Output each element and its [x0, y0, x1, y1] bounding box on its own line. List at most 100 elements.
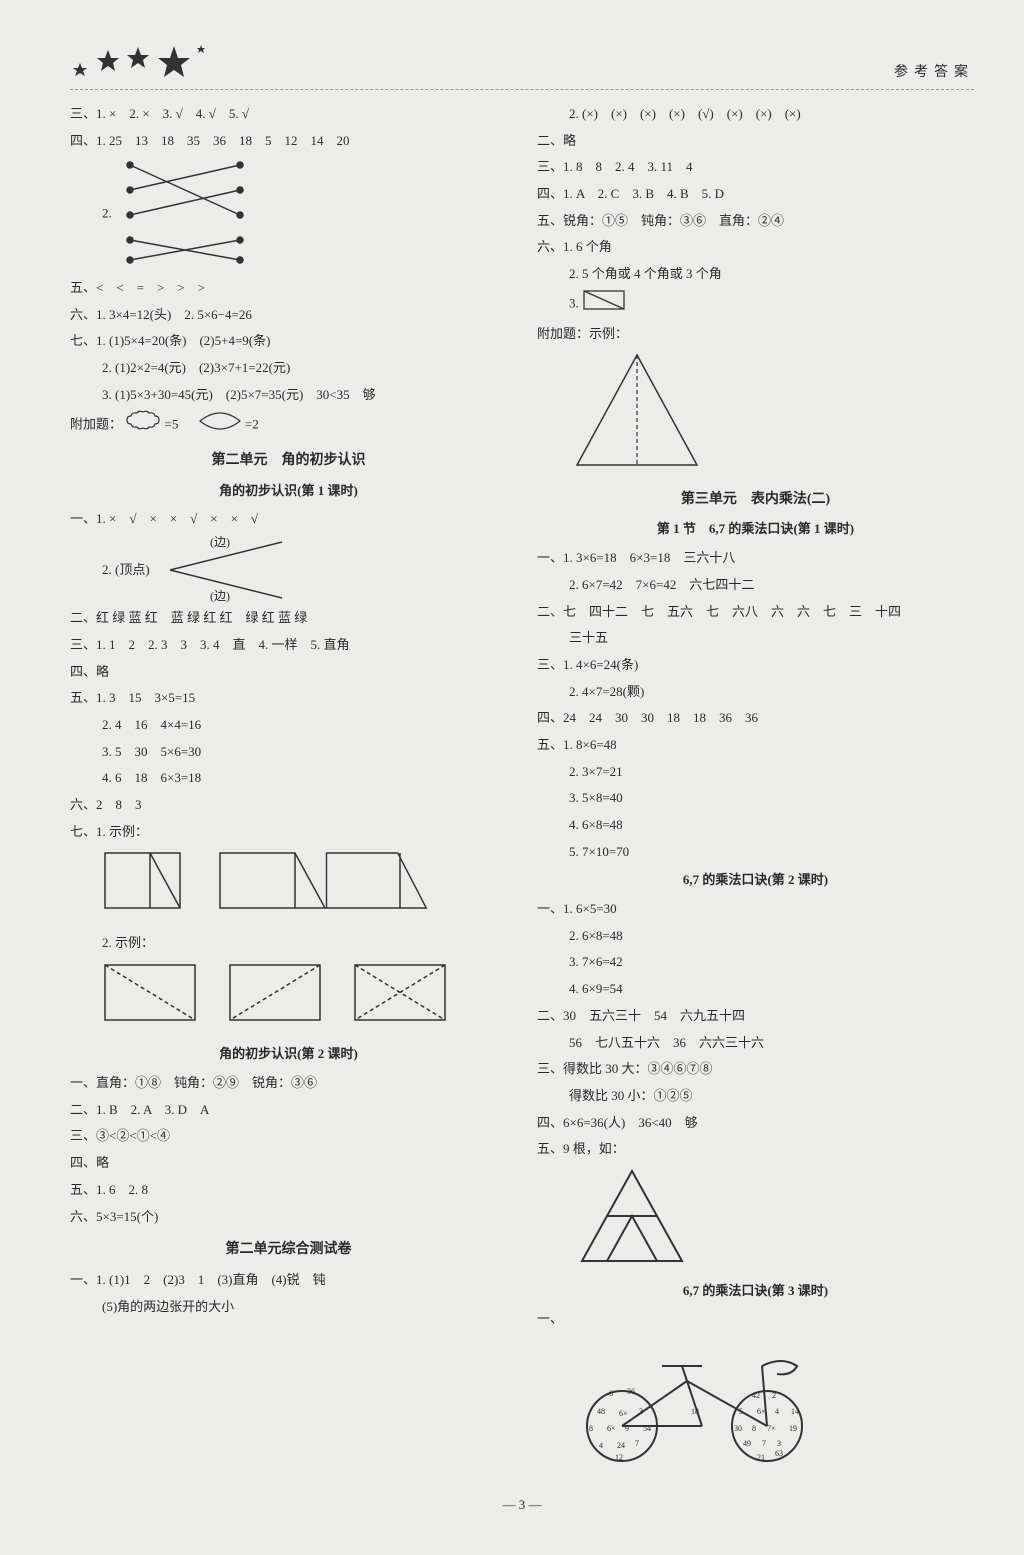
text-line: 三、1. × 2. × 3. √ 4. √ 5. √ [70, 102, 507, 127]
text-line: (5)角的两边张开的大小 [70, 1295, 507, 1320]
bicycle-diagram: 636 486×3 86×954 4247 12 18 422 56×414 3… [567, 1336, 974, 1475]
text-line: 一、 [537, 1307, 974, 1332]
svg-text:6×: 6× [757, 1407, 766, 1416]
svg-text:14: 14 [791, 1407, 799, 1416]
text-line: 二、1. B 2. A 3. D A [70, 1098, 507, 1123]
svg-text:7×: 7× [767, 1424, 776, 1433]
text-line: 三、得数比 30 大：③④⑥⑦⑧ [537, 1057, 974, 1082]
svg-text:54: 54 [643, 1424, 651, 1433]
lesson-heading: 角的初步认识(第 2 课时) [70, 1042, 507, 1067]
text-line: 三、1. 8 8 2. 4 3. 11 4 [537, 155, 974, 180]
text-line: 4. 6×9=54 [537, 977, 974, 1002]
svg-text:9: 9 [625, 1424, 629, 1433]
matching-diagram [115, 155, 255, 274]
text-line: 附加题： =5 =2 [70, 410, 507, 441]
text-line: 一、1. 3×6=18 6×3=18 三六十八 [537, 546, 974, 571]
svg-text:42: 42 [752, 1391, 760, 1400]
svg-text:49: 49 [743, 1439, 751, 1448]
text-line: 2. 4 16 4×4=16 [70, 713, 507, 738]
svg-text:21: 21 [757, 1453, 765, 1462]
svg-text:8: 8 [752, 1424, 756, 1433]
unit-heading: 第二单元综合测试卷 [70, 1237, 507, 1264]
text-line: 三、③<②<①<④ [70, 1124, 507, 1149]
text-line: 二、略 [537, 129, 974, 154]
text-line: 五、1. 8×6=48 [537, 733, 974, 758]
text-line: 3. [537, 289, 974, 320]
text-line: 56 七八五十六 36 六六三十六 [537, 1031, 974, 1056]
label: 3. [569, 295, 579, 310]
text-line: 六、1. 6 个角 [537, 235, 974, 260]
svg-text:36: 36 [627, 1387, 635, 1396]
svg-text:2. (顶点): 2. (顶点) [102, 562, 150, 577]
text-line: 得数比 30 小：①②⑤ [537, 1084, 974, 1109]
text-line: 2. 示例： [70, 931, 507, 956]
star-decoration [70, 40, 220, 89]
lesson-heading: 6,7 的乘法口诀(第 2 课时) [537, 868, 974, 893]
label: 2. [102, 206, 112, 221]
text-line: 2. 5 个角或 4 个角或 3 个角 [537, 262, 974, 287]
svg-text:6×: 6× [619, 1409, 628, 1418]
triangle-diagram [567, 350, 974, 479]
page-title: 参考答案 [894, 60, 974, 87]
text-line: 2. 3×7=21 [537, 760, 974, 785]
lesson-heading: 角的初步认识(第 1 课时) [70, 479, 507, 504]
text-line: 2. [70, 155, 507, 274]
svg-text:24: 24 [617, 1441, 625, 1450]
text-line: 三十五 [537, 626, 974, 651]
text-line: 四、1. A 2. C 3. B 4. B 5. D [537, 182, 974, 207]
text-line: 六、2 8 3 [70, 793, 507, 818]
text-line: 2. 6×7=42 7×6=42 六七四十二 [537, 573, 974, 598]
svg-text:6: 6 [609, 1389, 613, 1398]
svg-text:30: 30 [734, 1424, 742, 1433]
text-line: 五、9 根，如： [537, 1137, 974, 1162]
svg-text:8: 8 [589, 1424, 593, 1433]
text-line: 六、5×3=15(个) [70, 1205, 507, 1230]
text-line: 2. (×) (×) (×) (×) (√) (×) (×) (×) [537, 102, 974, 127]
page-number: — 3 — [70, 1493, 974, 1518]
label: 附加题： [70, 416, 122, 431]
svg-text:4: 4 [775, 1407, 779, 1416]
svg-text:(边): (边) [210, 535, 230, 549]
rect-diag-icon [582, 289, 626, 320]
text-line: 二、30 五六三十 54 六九五十四 [537, 1004, 974, 1029]
svg-text:63: 63 [775, 1449, 783, 1458]
right-column: 2. (×) (×) (×) (×) (√) (×) (×) (×) 二、略 三… [537, 100, 974, 1479]
svg-text:7: 7 [762, 1439, 766, 1448]
lens-icon [198, 411, 242, 440]
text-line: 附加题：示例： [537, 322, 974, 347]
unit-heading: 第三单元 表内乘法(二) [537, 487, 974, 514]
cloud-icon [125, 410, 161, 441]
svg-text:18: 18 [691, 1407, 699, 1416]
text-line: 3. 5 30 5×6=30 [70, 740, 507, 765]
svg-text:3: 3 [639, 1407, 643, 1416]
text-line: 一、1. × √ × × √ × × √ [70, 507, 507, 532]
triangle-sticks [567, 1166, 974, 1275]
text-line: 2. (1)2×2=4(元) (2)3×7+1=22(元) [70, 356, 507, 381]
text-line: 3. (1)5×3+30=45(元) (2)5×7=35(元) 30<35 够 [70, 383, 507, 408]
svg-text:3: 3 [777, 1439, 781, 1448]
text-line: 2. 6×8=48 [537, 924, 974, 949]
text-line: 五、1. 3 15 3×5=15 [70, 686, 507, 711]
text-line: 五、< < = > > > [70, 276, 507, 301]
text-line: 一、1. (1)1 2 (2)3 1 (3)直角 (4)锐 钝 [70, 1268, 507, 1293]
text-line: 四、6×6=36(人) 36<40 够 [537, 1111, 974, 1136]
svg-text:19: 19 [789, 1424, 797, 1433]
text-line: 3. 7×6=42 [537, 950, 974, 975]
unit-heading: 第二单元 角的初步认识 [70, 448, 507, 475]
text-line: 四、略 [70, 1151, 507, 1176]
lesson-heading: 6,7 的乘法口诀(第 3 课时) [537, 1279, 974, 1304]
text-line: 五、锐角：①⑤ 钝角：③⑥ 直角：②④ [537, 209, 974, 234]
svg-text:48: 48 [597, 1407, 605, 1416]
text-line: 六、1. 3×4=12(头) 2. 5×6−4=26 [70, 303, 507, 328]
left-column: 三、1. × 2. × 3. √ 4. √ 5. √ 四、1. 25 13 18… [70, 100, 507, 1479]
text-line: 一、直角：①⑧ 钝角：②⑨ 锐角：③⑥ [70, 1071, 507, 1096]
svg-text:12: 12 [615, 1453, 623, 1462]
shapes-row-2 [100, 960, 507, 1039]
text-line: 四、24 24 30 30 18 18 36 36 [537, 706, 974, 731]
text-line: 一、1. 6×5=30 [537, 897, 974, 922]
angle-diagram: 2. (顶点) (边) (边) [70, 534, 507, 604]
text-line: 四、1. 25 13 18 35 36 18 5 12 14 20 [70, 129, 507, 154]
content-columns: 三、1. × 2. × 3. √ 4. √ 5. √ 四、1. 25 13 18… [70, 100, 974, 1479]
svg-text:5: 5 [739, 1407, 743, 1416]
text-line: 4. 6×8=48 [537, 813, 974, 838]
